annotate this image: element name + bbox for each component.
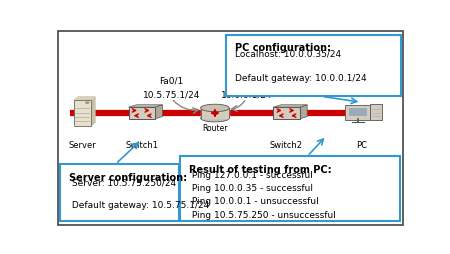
- FancyBboxPatch shape: [74, 101, 91, 126]
- Polygon shape: [273, 105, 307, 108]
- Polygon shape: [155, 105, 162, 119]
- FancyBboxPatch shape: [226, 35, 401, 97]
- FancyBboxPatch shape: [60, 164, 179, 221]
- FancyBboxPatch shape: [129, 108, 155, 119]
- Circle shape: [86, 102, 89, 104]
- Polygon shape: [300, 105, 307, 119]
- Text: Server configuration:: Server configuration:: [69, 172, 187, 182]
- Polygon shape: [129, 105, 162, 108]
- Polygon shape: [91, 97, 95, 126]
- Text: Result of testing from PC:: Result of testing from PC:: [189, 164, 331, 174]
- Text: Router: Router: [202, 124, 228, 133]
- Text: Ping 10.5.75.250 - unsuccessful: Ping 10.5.75.250 - unsuccessful: [189, 210, 336, 219]
- FancyBboxPatch shape: [180, 157, 400, 221]
- Text: Server: 10.5.75.250/24: Server: 10.5.75.250/24: [69, 178, 176, 187]
- Text: PC: PC: [356, 140, 367, 149]
- FancyBboxPatch shape: [273, 108, 300, 119]
- FancyBboxPatch shape: [370, 105, 382, 120]
- FancyBboxPatch shape: [58, 31, 403, 225]
- Text: 10.5.75.1/24: 10.5.75.1/24: [143, 90, 200, 99]
- Text: Default gateway: 10.5.75.1/24: Default gateway: 10.5.75.1/24: [69, 201, 209, 210]
- FancyBboxPatch shape: [345, 105, 370, 120]
- Text: Ping 127.0.0.1 - successful: Ping 127.0.0.1 - successful: [189, 170, 313, 179]
- Ellipse shape: [201, 115, 229, 122]
- Text: Fa0/1: Fa0/1: [159, 76, 184, 85]
- Text: 10.0.0.1/24: 10.0.0.1/24: [220, 90, 272, 99]
- Text: Ping 10.0.0.1 - unsuccessful: Ping 10.0.0.1 - unsuccessful: [189, 197, 319, 206]
- Text: Server: Server: [68, 140, 96, 149]
- Text: Fa1/1: Fa1/1: [234, 76, 258, 85]
- Text: PC configuration:: PC configuration:: [235, 43, 331, 53]
- Polygon shape: [201, 108, 229, 119]
- Text: Ping 10.0.0.35 - successful: Ping 10.0.0.35 - successful: [189, 184, 313, 193]
- Text: Switch2: Switch2: [270, 140, 303, 149]
- FancyBboxPatch shape: [349, 108, 367, 117]
- Ellipse shape: [201, 105, 229, 112]
- Polygon shape: [74, 97, 95, 101]
- Text: Localhost: 10.0.0.35/24: Localhost: 10.0.0.35/24: [235, 49, 341, 58]
- Text: Switch1: Switch1: [125, 140, 158, 149]
- Text: Default gateway: 10.0.0.1/24: Default gateway: 10.0.0.1/24: [235, 74, 367, 83]
